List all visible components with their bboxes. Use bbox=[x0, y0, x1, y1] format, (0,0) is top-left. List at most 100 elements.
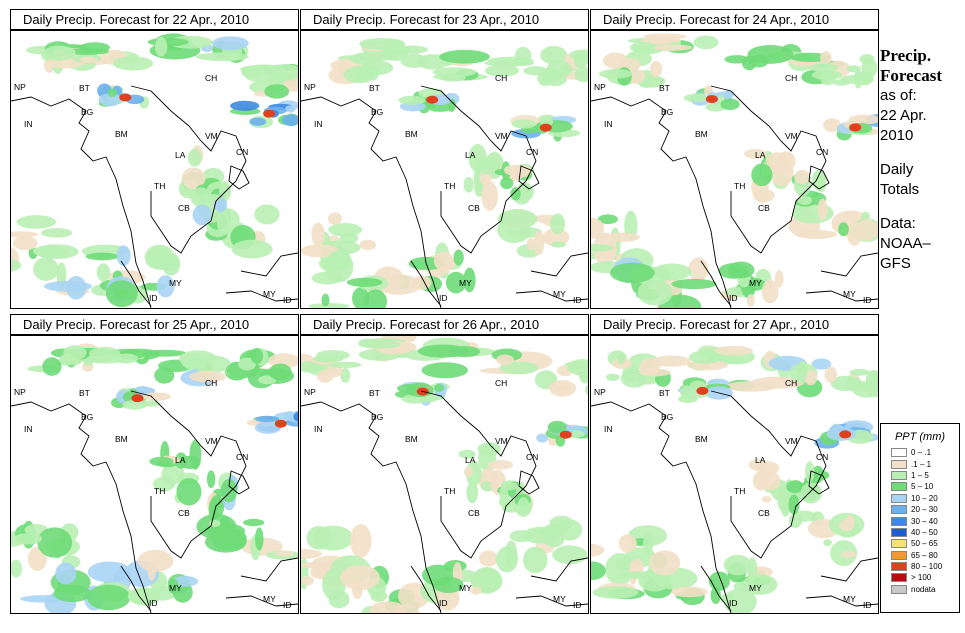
region-label-my_east: MY bbox=[553, 289, 566, 299]
precip-area bbox=[760, 471, 781, 491]
region-label-cb: CB bbox=[468, 508, 480, 518]
precip-area bbox=[114, 289, 129, 299]
forecast-info: Precip. Forecast as of: 22 Apr. 2010 Dai… bbox=[880, 46, 962, 274]
precip-area bbox=[85, 252, 119, 261]
legend-entry: > 100 bbox=[891, 572, 959, 583]
country-border bbox=[240, 557, 298, 582]
precip-area bbox=[211, 527, 247, 551]
forecast-panel-4: Daily Precip. Forecast for 25 Apr., 2010… bbox=[10, 314, 299, 614]
precip-area bbox=[153, 476, 176, 492]
precip-area bbox=[511, 119, 537, 129]
precip-area bbox=[488, 459, 514, 470]
precip-area bbox=[536, 433, 549, 443]
precip-area bbox=[285, 105, 296, 113]
legend-entry: 1 – 5 bbox=[891, 470, 959, 481]
precip-area bbox=[811, 465, 825, 484]
region-label-in: IN bbox=[604, 119, 613, 129]
precip-area bbox=[846, 65, 861, 73]
panel-title: Daily Precip. Forecast for 23 Apr., 2010 bbox=[300, 9, 589, 30]
region-label-vm: VM bbox=[785, 436, 798, 446]
precip-area bbox=[546, 59, 572, 79]
precip-area bbox=[311, 222, 325, 247]
region-label-id_east: ID bbox=[573, 295, 582, 305]
precip-area bbox=[320, 260, 346, 272]
precip-area bbox=[142, 392, 171, 401]
precip-area bbox=[311, 271, 343, 285]
region-label-bg: BG bbox=[81, 107, 93, 117]
region-label-id_west: ID bbox=[729, 293, 738, 303]
precip-area bbox=[268, 363, 292, 381]
region-label-bg: BG bbox=[371, 107, 383, 117]
precip-area bbox=[463, 466, 473, 478]
country-border bbox=[515, 595, 588, 607]
precip-area bbox=[649, 550, 681, 576]
country-border bbox=[410, 565, 442, 612]
country-border bbox=[530, 252, 588, 277]
precip-area bbox=[421, 362, 468, 379]
region-label-my_east: MY bbox=[263, 594, 276, 604]
region-label-vm: VM bbox=[785, 131, 798, 141]
precip-area bbox=[642, 532, 654, 555]
region-label-bt: BT bbox=[369, 388, 380, 398]
region-label-cn: CN bbox=[526, 147, 538, 157]
region-label-id_east: ID bbox=[863, 295, 872, 305]
region-label-la: LA bbox=[755, 150, 766, 160]
region-label-vm: VM bbox=[495, 131, 508, 141]
country-border bbox=[820, 252, 878, 277]
region-label-th: TH bbox=[734, 486, 745, 496]
precip-area bbox=[838, 222, 849, 237]
precip-area bbox=[301, 244, 339, 258]
precip-area bbox=[650, 60, 663, 78]
precip-area bbox=[13, 533, 43, 545]
precip-area bbox=[507, 226, 543, 238]
precip-area bbox=[445, 271, 467, 294]
region-label-bt: BT bbox=[659, 83, 670, 93]
precip-area bbox=[293, 411, 298, 422]
precip-area bbox=[804, 369, 818, 386]
precip-area bbox=[346, 277, 383, 287]
precip-area bbox=[817, 198, 828, 221]
precip-area bbox=[192, 204, 212, 226]
region-label-vm: VM bbox=[205, 436, 218, 446]
region-label-np: NP bbox=[14, 387, 26, 397]
precip-area bbox=[359, 239, 377, 251]
legend-entry: 0 – .1 bbox=[891, 447, 959, 458]
heavy-precip-core bbox=[119, 93, 132, 102]
region-label-cb: CB bbox=[178, 508, 190, 518]
precip-area bbox=[55, 562, 77, 585]
precip-area bbox=[708, 571, 730, 591]
precip-area bbox=[375, 274, 422, 295]
legend-swatch bbox=[891, 550, 907, 560]
precip-area bbox=[622, 364, 640, 382]
precip-area bbox=[651, 355, 691, 367]
precip-area bbox=[592, 586, 639, 599]
country-border bbox=[120, 260, 152, 307]
country-border bbox=[700, 565, 732, 612]
country-border bbox=[808, 470, 830, 495]
precip-area bbox=[790, 52, 831, 62]
region-label-my_west: MY bbox=[169, 583, 182, 593]
country-border bbox=[11, 96, 152, 308]
precip-area bbox=[466, 481, 479, 504]
legend-entry: 30 – 40 bbox=[891, 515, 959, 526]
precip-area bbox=[616, 352, 626, 365]
region-label-bg: BG bbox=[661, 412, 673, 422]
region-label-id_west: ID bbox=[149, 293, 158, 303]
precip-area bbox=[189, 370, 226, 383]
precip-area bbox=[301, 361, 318, 373]
region-label-my_east: MY bbox=[263, 289, 276, 299]
precip-area bbox=[11, 559, 23, 578]
region-label-bt: BT bbox=[369, 83, 380, 93]
panel-title: Daily Precip. Forecast for 22 Apr., 2010 bbox=[10, 9, 299, 30]
region-label-th: TH bbox=[444, 181, 455, 191]
country-border bbox=[518, 470, 540, 495]
region-label-bg: BG bbox=[81, 412, 93, 422]
precip-area bbox=[502, 482, 518, 491]
forecast-panel-6: Daily Precip. Forecast for 27 Apr., 2010… bbox=[590, 314, 879, 614]
precip-map: NP BT BG IN CH BM VM LA TH CB MY MY ID ID CN bbox=[10, 30, 299, 309]
region-label-bt: BT bbox=[79, 83, 90, 93]
precip-area bbox=[591, 561, 606, 581]
precip-area bbox=[171, 575, 199, 587]
region-label-bg: BG bbox=[371, 412, 383, 422]
